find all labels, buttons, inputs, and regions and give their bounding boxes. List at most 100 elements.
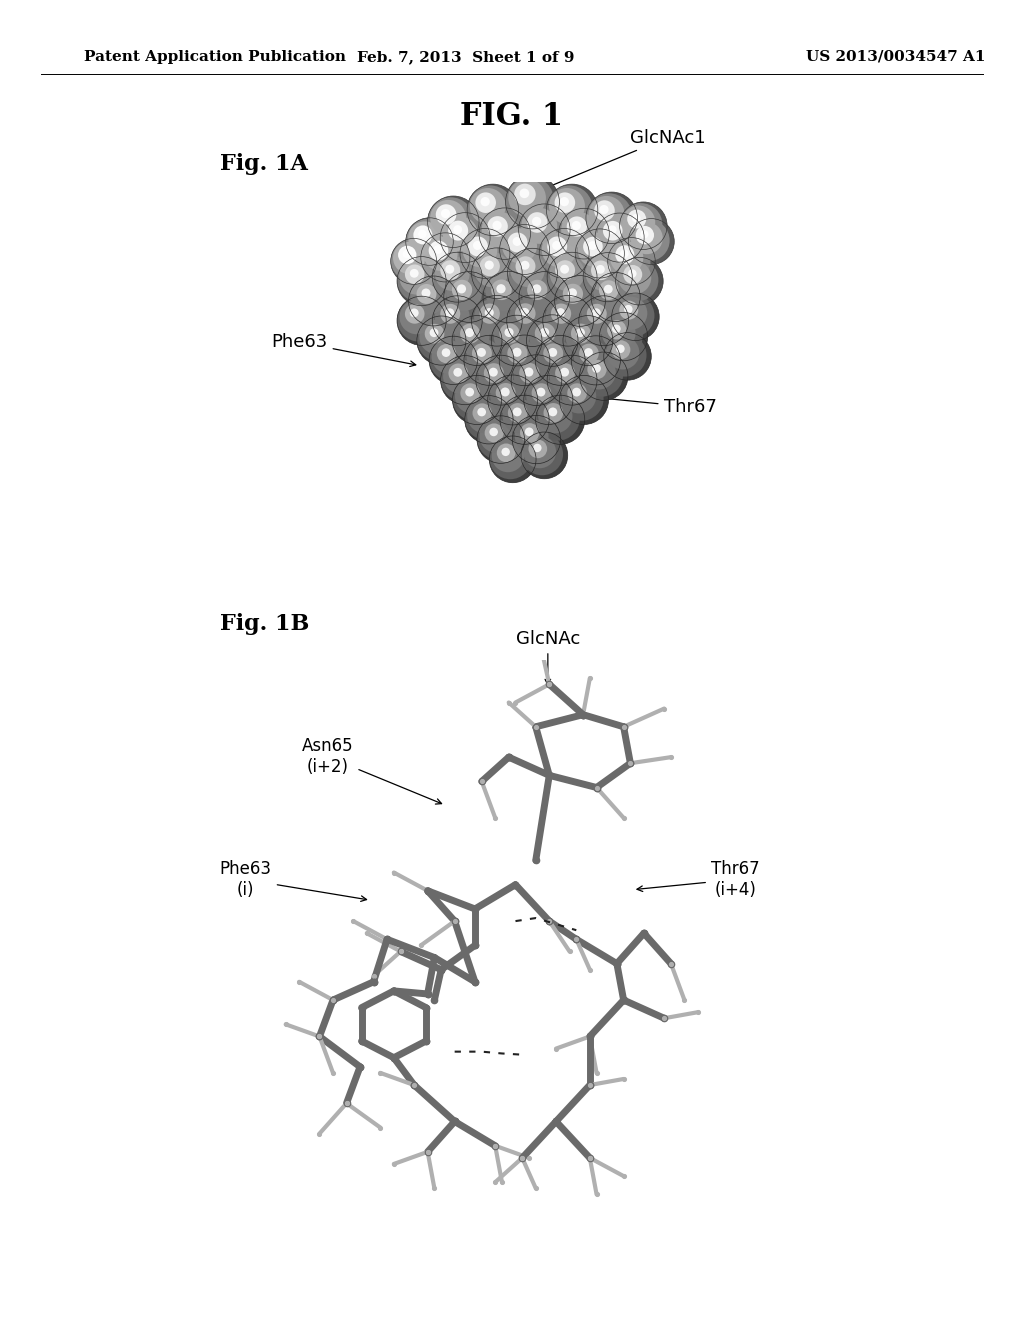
Circle shape xyxy=(586,193,632,240)
Circle shape xyxy=(571,323,591,343)
Circle shape xyxy=(391,239,436,284)
Circle shape xyxy=(479,420,513,453)
Circle shape xyxy=(423,236,458,271)
Circle shape xyxy=(580,354,623,397)
Circle shape xyxy=(624,305,633,313)
Circle shape xyxy=(501,388,510,396)
Circle shape xyxy=(443,359,477,393)
Circle shape xyxy=(435,300,470,334)
Circle shape xyxy=(455,379,489,413)
Circle shape xyxy=(487,216,508,236)
Circle shape xyxy=(560,265,569,273)
Circle shape xyxy=(409,222,441,255)
Circle shape xyxy=(475,193,496,213)
Circle shape xyxy=(595,214,639,259)
Circle shape xyxy=(507,343,527,363)
Circle shape xyxy=(417,317,461,362)
Circle shape xyxy=(440,260,460,280)
Circle shape xyxy=(443,273,489,318)
Circle shape xyxy=(551,304,571,323)
Circle shape xyxy=(440,356,484,401)
Circle shape xyxy=(429,338,473,381)
Circle shape xyxy=(399,300,434,334)
Circle shape xyxy=(467,183,518,235)
Circle shape xyxy=(629,219,674,264)
Circle shape xyxy=(599,280,618,300)
Circle shape xyxy=(402,249,411,259)
Text: US 2013/0034547 A1: US 2013/0034547 A1 xyxy=(806,50,986,63)
Circle shape xyxy=(513,238,521,246)
Circle shape xyxy=(631,222,663,255)
Circle shape xyxy=(607,238,655,285)
Circle shape xyxy=(493,220,502,230)
Circle shape xyxy=(500,224,550,275)
Circle shape xyxy=(571,220,581,230)
Circle shape xyxy=(422,289,430,297)
Circle shape xyxy=(488,368,498,376)
Circle shape xyxy=(606,337,639,370)
Text: Patent Application Publication: Patent Application Publication xyxy=(84,50,346,63)
Circle shape xyxy=(575,228,625,279)
Circle shape xyxy=(479,256,500,276)
Circle shape xyxy=(465,329,474,337)
Circle shape xyxy=(575,230,620,275)
Text: Phe63: Phe63 xyxy=(271,333,416,367)
Circle shape xyxy=(397,296,446,346)
Circle shape xyxy=(445,265,455,273)
Circle shape xyxy=(547,253,592,298)
Circle shape xyxy=(526,314,578,366)
Circle shape xyxy=(604,285,612,293)
Circle shape xyxy=(525,428,534,436)
Circle shape xyxy=(536,395,585,445)
Circle shape xyxy=(520,261,529,269)
Circle shape xyxy=(582,355,615,389)
Circle shape xyxy=(465,396,513,444)
Circle shape xyxy=(398,246,417,264)
Circle shape xyxy=(591,272,640,322)
Circle shape xyxy=(575,329,585,337)
Circle shape xyxy=(513,408,521,416)
Circle shape xyxy=(595,213,644,263)
Text: FIG. 1: FIG. 1 xyxy=(461,100,563,132)
Circle shape xyxy=(428,197,474,244)
Circle shape xyxy=(582,300,616,334)
Text: Asn65
(i+2): Asn65 (i+2) xyxy=(302,738,441,804)
Circle shape xyxy=(510,252,545,286)
Circle shape xyxy=(550,359,585,393)
Circle shape xyxy=(537,388,546,396)
Circle shape xyxy=(511,355,562,405)
Circle shape xyxy=(611,341,631,359)
Circle shape xyxy=(549,187,585,224)
Circle shape xyxy=(546,300,581,335)
Circle shape xyxy=(563,317,608,362)
Circle shape xyxy=(467,339,502,374)
Circle shape xyxy=(543,297,589,342)
Circle shape xyxy=(620,203,663,246)
Circle shape xyxy=(592,309,601,317)
Circle shape xyxy=(487,376,532,421)
Circle shape xyxy=(481,211,517,248)
Circle shape xyxy=(515,304,536,323)
Circle shape xyxy=(519,272,569,322)
Circle shape xyxy=(441,348,451,356)
Circle shape xyxy=(518,203,570,255)
Circle shape xyxy=(526,315,572,363)
Circle shape xyxy=(563,284,583,304)
Circle shape xyxy=(597,216,632,251)
Circle shape xyxy=(589,195,625,232)
Circle shape xyxy=(636,226,654,244)
Circle shape xyxy=(489,437,531,479)
Circle shape xyxy=(520,424,540,442)
Circle shape xyxy=(542,232,577,267)
Circle shape xyxy=(428,195,479,247)
Circle shape xyxy=(602,315,636,350)
Circle shape xyxy=(494,319,529,355)
Circle shape xyxy=(559,209,609,259)
Circle shape xyxy=(507,296,558,346)
Circle shape xyxy=(409,276,459,326)
Circle shape xyxy=(425,323,444,343)
Circle shape xyxy=(397,256,446,306)
Circle shape xyxy=(421,234,465,279)
Circle shape xyxy=(433,246,442,253)
Circle shape xyxy=(544,403,563,422)
